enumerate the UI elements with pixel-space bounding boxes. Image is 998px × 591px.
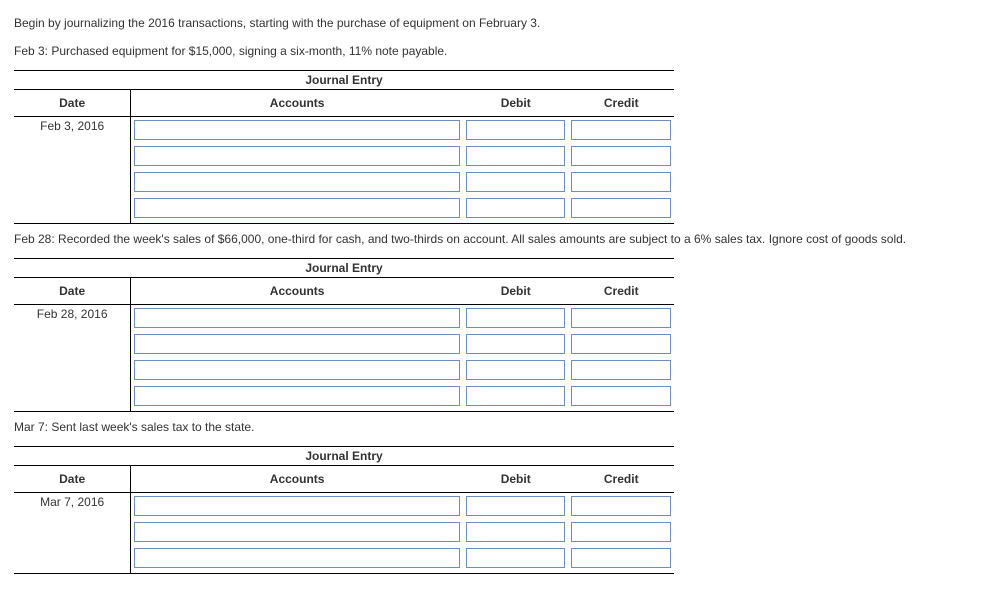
date-header: Date — [14, 90, 131, 117]
account-input[interactable] — [134, 172, 460, 192]
credit-header: Credit — [568, 90, 674, 117]
credit-input[interactable] — [571, 120, 671, 140]
credit-input[interactable] — [571, 360, 671, 380]
debit-header: Debit — [463, 466, 569, 493]
account-input[interactable] — [134, 120, 460, 140]
credit-input[interactable] — [571, 172, 671, 192]
debit-input[interactable] — [466, 386, 566, 406]
journal-entry-table: Journal EntryDateAccountsDebitCredit Mar … — [14, 446, 674, 574]
debit-input[interactable] — [466, 522, 566, 542]
date-cell — [14, 357, 131, 383]
credit-input[interactable] — [571, 386, 671, 406]
date-cell — [14, 169, 131, 195]
journal-entry-table: Journal EntryDateAccountsDebitCredit Feb … — [14, 258, 674, 412]
transaction-description: Mar 7: Sent last week's sales tax to the… — [14, 418, 984, 436]
journal-entries-container: Feb 3: Purchased equipment for $15,000, … — [14, 42, 984, 574]
credit-header: Credit — [568, 466, 674, 493]
account-input[interactable] — [134, 548, 460, 568]
debit-input[interactable] — [466, 334, 566, 354]
debit-input[interactable] — [466, 360, 566, 380]
date-cell — [14, 383, 131, 412]
account-input[interactable] — [134, 386, 460, 406]
account-input[interactable] — [134, 360, 460, 380]
date-cell — [14, 545, 131, 574]
credit-input[interactable] — [571, 308, 671, 328]
credit-input[interactable] — [571, 548, 671, 568]
debit-input[interactable] — [466, 172, 566, 192]
debit-input[interactable] — [466, 120, 566, 140]
debit-input[interactable] — [466, 496, 566, 516]
credit-input[interactable] — [571, 496, 671, 516]
journal-entry-table: Journal EntryDateAccountsDebitCredit Feb … — [14, 70, 674, 224]
accounts-header: Accounts — [131, 466, 463, 493]
credit-input[interactable] — [571, 522, 671, 542]
account-input[interactable] — [134, 496, 460, 516]
date-cell — [14, 195, 131, 224]
credit-input[interactable] — [571, 198, 671, 218]
debit-input[interactable] — [466, 548, 566, 568]
transaction-description: Feb 3: Purchased equipment for $15,000, … — [14, 42, 984, 60]
accounts-header: Accounts — [131, 90, 463, 117]
journal-entry-title: Journal Entry — [14, 259, 674, 278]
debit-input[interactable] — [466, 308, 566, 328]
journal-entry-title: Journal Entry — [14, 447, 674, 466]
account-input[interactable] — [134, 308, 460, 328]
debit-header: Debit — [463, 278, 569, 305]
debit-input[interactable] — [466, 146, 566, 166]
credit-header: Credit — [568, 278, 674, 305]
account-input[interactable] — [134, 334, 460, 354]
transaction-description: Feb 28: Recorded the week's sales of $66… — [14, 230, 984, 248]
date-header: Date — [14, 466, 131, 493]
credit-input[interactable] — [571, 146, 671, 166]
date-cell — [14, 519, 131, 545]
credit-input[interactable] — [571, 334, 671, 354]
page-intro: Begin by journalizing the 2016 transacti… — [14, 14, 984, 32]
date-cell: Feb 28, 2016 — [14, 305, 131, 332]
debit-header: Debit — [463, 90, 569, 117]
account-input[interactable] — [134, 198, 460, 218]
accounts-header: Accounts — [131, 278, 463, 305]
date-cell: Mar 7, 2016 — [14, 493, 131, 520]
account-input[interactable] — [134, 522, 460, 542]
date-cell — [14, 331, 131, 357]
account-input[interactable] — [134, 146, 460, 166]
debit-input[interactable] — [466, 198, 566, 218]
journal-entry-title: Journal Entry — [14, 71, 674, 90]
date-cell — [14, 143, 131, 169]
date-header: Date — [14, 278, 131, 305]
date-cell: Feb 3, 2016 — [14, 117, 131, 144]
